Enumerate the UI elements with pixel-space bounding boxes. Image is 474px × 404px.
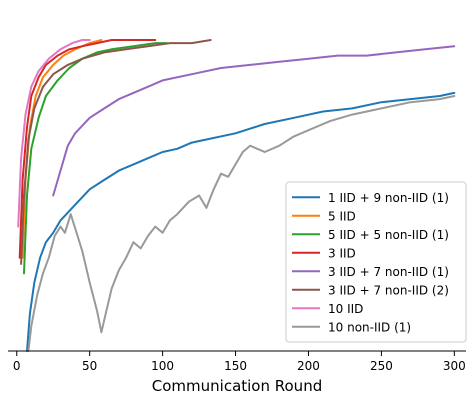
x-tick-label: 250 (370, 359, 393, 373)
legend-frame (285, 181, 467, 343)
legend-label: 5 IID (328, 209, 356, 223)
x-tick-label: 0 (13, 359, 21, 373)
legend: 1 IID + 9 non-IID (1) 5 IID 5 IID + 5 non-… (285, 181, 467, 343)
x-axis-title: Communication Round (152, 377, 322, 395)
series-line-3 (18, 39, 157, 259)
series-line-5 (20, 39, 212, 265)
series-line-1 (21, 39, 103, 259)
x-tick-label: 50 (82, 359, 97, 373)
plot-lines (17, 39, 456, 352)
legend-label: 5 IID + 5 non-IID (1) (328, 228, 449, 242)
legend-label: 10 non-IID (1) (328, 320, 411, 334)
legend-label: 10 IID (328, 302, 363, 316)
legend-label: 3 IID + 7 non-IID (1) (328, 265, 449, 279)
legend-label: 3 IID + 7 non-IID (2) (328, 283, 449, 297)
x-tick-label: 200 (297, 359, 320, 373)
x-tick-label: 150 (224, 359, 247, 373)
legend-label: 3 IID (328, 246, 356, 260)
series-line-4 (52, 45, 456, 197)
series-line-6 (17, 39, 91, 228)
series-line-2 (23, 42, 168, 275)
series-line-0 (26, 91, 456, 352)
x-axis: 0 50 100 150 200 250 300 (8, 350, 466, 373)
x-tick-label: 300 (443, 359, 466, 373)
legend-label: 1 IID + 9 non-IID (1) (328, 191, 449, 205)
x-tick-label: 100 (151, 359, 174, 373)
series-line-7 (27, 95, 456, 352)
